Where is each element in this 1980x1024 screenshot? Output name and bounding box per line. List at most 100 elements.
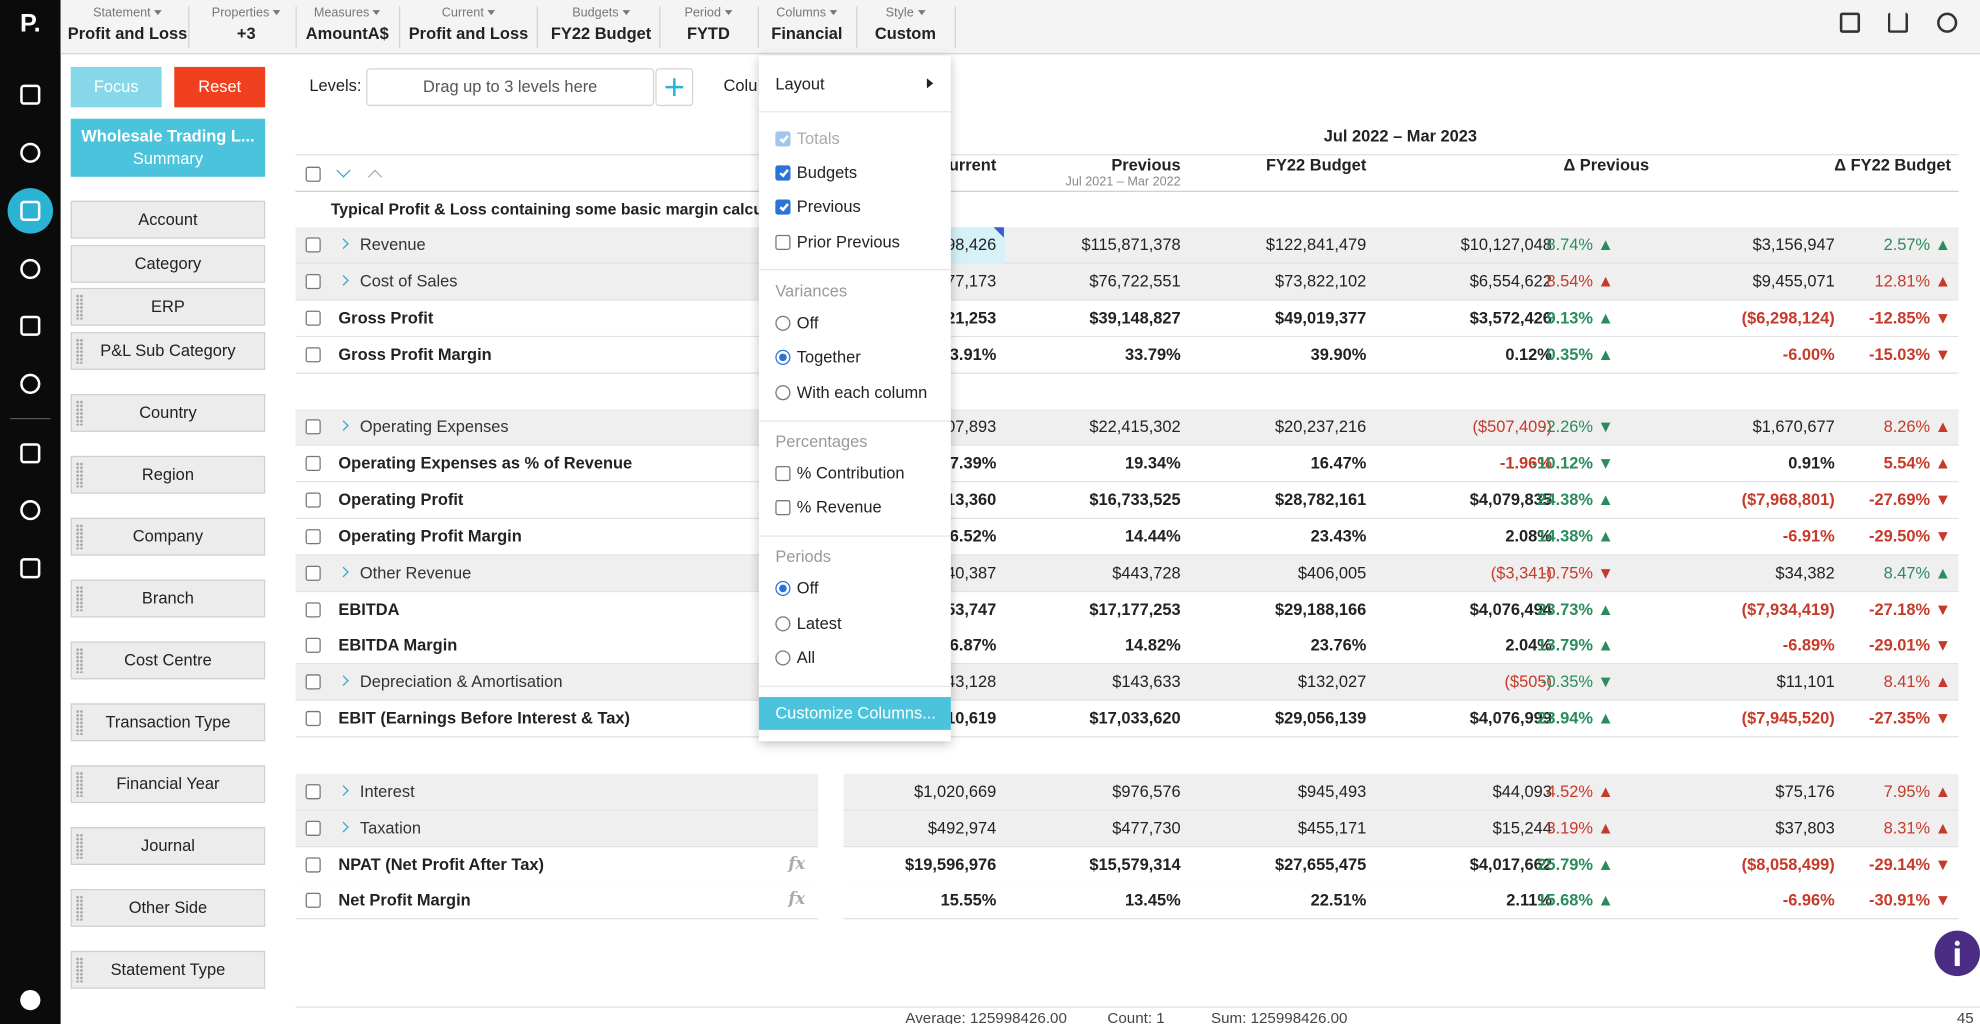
toolbar-value[interactable]: Custom (874, 23, 936, 43)
checkbox[interactable] (305, 274, 321, 290)
nav-icon[interactable] (20, 84, 41, 105)
checkbox[interactable] (305, 857, 321, 873)
checkbox[interactable] (305, 237, 321, 253)
nav-icon[interactable] (20, 558, 41, 579)
toolbar-value[interactable]: FY22 Budget (550, 23, 652, 43)
focus-button[interactable] (70, 66, 162, 108)
checkbox[interactable] (775, 465, 791, 482)
checkbox[interactable] (305, 347, 321, 363)
dimension-button[interactable] (70, 703, 266, 742)
menu-option[interactable]: All (796, 647, 816, 667)
toolbar-value[interactable]: Profit and Loss (67, 23, 188, 43)
dimension-button[interactable] (70, 287, 266, 326)
row-label[interactable]: Revenue (359, 234, 426, 254)
radio[interactable] (775, 650, 791, 666)
toolbar-label[interactable]: Columns (554, 3, 1059, 26)
levels-dropzone[interactable] (366, 68, 655, 107)
checkbox[interactable] (305, 310, 321, 326)
checkbox[interactable] (775, 165, 791, 181)
row-label[interactable]: Taxation (359, 818, 422, 838)
toolbar-value[interactable]: FYTD (686, 23, 730, 43)
toolbar-label[interactable]: Measures (95, 3, 600, 26)
toolbar-value[interactable]: +3 (236, 23, 256, 43)
toolbar-icon[interactable] (1839, 12, 1861, 33)
dimension-button[interactable] (70, 517, 266, 556)
checkbox[interactable] (775, 199, 791, 215)
menu-option[interactable]: Off (796, 578, 819, 598)
reset-button[interactable] (174, 66, 266, 108)
row-label[interactable]: Other Revenue (359, 563, 472, 583)
radio[interactable] (775, 616, 791, 632)
toolbar-label[interactable]: Style (653, 3, 1158, 26)
checkbox[interactable] (305, 784, 321, 800)
menu-option[interactable]: Prior Previous (796, 232, 900, 252)
toolbar-label[interactable]: Period (456, 3, 961, 26)
row-label[interactable]: Operating Expenses (359, 416, 509, 436)
nav-icon[interactable] (20, 373, 41, 394)
row-label[interactable]: Interest (359, 781, 415, 801)
checkbox[interactable] (775, 500, 791, 516)
toolbar-value[interactable]: AmountA$ (305, 23, 389, 43)
checkbox[interactable] (305, 419, 321, 435)
formula-icon[interactable]: fx (788, 854, 806, 874)
menu-option[interactable]: Budgets (796, 162, 858, 182)
checkbox[interactable] (305, 455, 321, 472)
dimension-button[interactable] (70, 455, 266, 494)
toolbar-label[interactable]: Budgets (349, 3, 854, 26)
dimension-button[interactable] (70, 765, 266, 804)
menu-option[interactable]: % Revenue (796, 497, 882, 517)
dimension-button[interactable] (70, 579, 266, 618)
checkbox[interactable] (305, 529, 321, 545)
nav-icon[interactable] (20, 200, 41, 221)
menu-option[interactable]: Totals (796, 128, 840, 148)
nav-icon[interactable] (20, 258, 41, 280)
row-label[interactable]: Cost of Sales (359, 271, 458, 291)
nav-info-icon[interactable] (20, 989, 41, 1011)
menu-option[interactable]: With each column (796, 382, 928, 402)
toolbar-icon[interactable] (1937, 12, 1958, 33)
toolbar-icon[interactable] (1887, 12, 1909, 33)
nav-icon[interactable] (20, 315, 41, 336)
checkbox[interactable] (305, 674, 321, 690)
checkbox[interactable] (305, 602, 321, 618)
menu-option[interactable]: Latest (796, 613, 842, 633)
add-level-button[interactable] (655, 68, 694, 107)
menu-option[interactable]: % Contribution (796, 463, 905, 483)
checkbox[interactable] (305, 565, 321, 581)
menu-option[interactable]: Off (796, 313, 819, 333)
formula-icon[interactable]: fx (788, 890, 806, 910)
checkbox[interactable] (305, 637, 321, 653)
dimension-button[interactable] (70, 200, 266, 239)
collapse-all[interactable] (367, 169, 383, 184)
dimension-button[interactable] (70, 332, 266, 370)
checkbox[interactable] (305, 492, 321, 508)
radio[interactable] (775, 315, 791, 331)
dimension-button[interactable] (70, 641, 266, 680)
checkbox[interactable] (305, 710, 321, 727)
menu-option[interactable]: Together (796, 347, 861, 367)
toolbar-label[interactable]: Properties (0, 3, 499, 26)
toolbar-value[interactable]: Financial (771, 23, 843, 43)
checkbox[interactable] (775, 131, 791, 147)
dimension-button[interactable] (70, 244, 266, 283)
checkbox[interactable] (305, 820, 321, 836)
radio[interactable] (775, 580, 791, 597)
radio[interactable] (775, 385, 791, 401)
row-label[interactable]: Depreciation & Amortisation (359, 671, 563, 691)
checkbox[interactable] (775, 234, 791, 251)
nav-icon[interactable] (20, 500, 41, 521)
menu-layout[interactable]: Layout (775, 74, 825, 94)
toolbar-value[interactable]: Profit and Loss (408, 23, 529, 43)
customize-button[interactable] (758, 697, 951, 730)
dimension-button[interactable] (70, 827, 266, 865)
radio[interactable] (775, 349, 791, 365)
nav-icon[interactable] (20, 443, 41, 464)
checkbox[interactable] (305, 166, 321, 182)
nav-icon[interactable] (20, 142, 41, 163)
dimension-button[interactable] (70, 888, 266, 927)
dimension-button[interactable] (70, 393, 266, 432)
toolbar-label[interactable]: Current (216, 3, 721, 26)
menu-option[interactable]: Previous (796, 196, 861, 216)
report-card[interactable] (70, 118, 266, 177)
checkbox[interactable] (305, 892, 321, 908)
